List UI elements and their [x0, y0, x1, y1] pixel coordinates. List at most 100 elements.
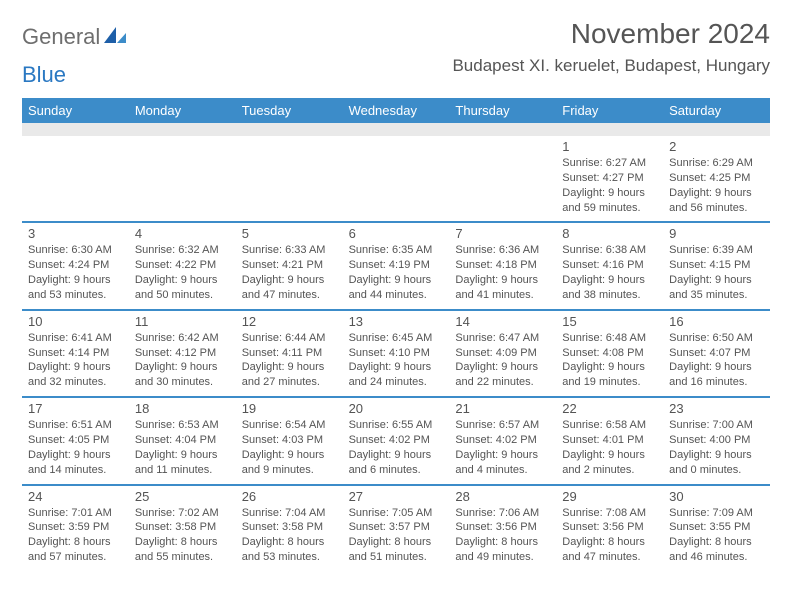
sunset-text: Sunset: 4:05 PM	[28, 433, 123, 448]
day-cell	[343, 136, 450, 221]
day-number: 22	[562, 401, 657, 416]
week-row: 24Sunrise: 7:01 AMSunset: 3:59 PMDayligh…	[22, 486, 770, 571]
daylight-text: Daylight: 9 hours and 22 minutes.	[455, 360, 550, 390]
day-cell: 28Sunrise: 7:06 AMSunset: 3:56 PMDayligh…	[449, 486, 556, 571]
sunset-text: Sunset: 3:59 PM	[28, 520, 123, 535]
day-cell: 5Sunrise: 6:33 AMSunset: 4:21 PMDaylight…	[236, 223, 343, 308]
daylight-text: Daylight: 9 hours and 41 minutes.	[455, 273, 550, 303]
day-number: 9	[669, 226, 764, 241]
sunrise-text: Sunrise: 7:09 AM	[669, 506, 764, 521]
daylight-text: Daylight: 9 hours and 11 minutes.	[135, 448, 230, 478]
sunrise-text: Sunrise: 6:58 AM	[562, 418, 657, 433]
daylight-text: Daylight: 9 hours and 38 minutes.	[562, 273, 657, 303]
day-cell: 6Sunrise: 6:35 AMSunset: 4:19 PMDaylight…	[343, 223, 450, 308]
sunrise-text: Sunrise: 6:36 AM	[455, 243, 550, 258]
daylight-text: Daylight: 8 hours and 53 minutes.	[242, 535, 337, 565]
daylight-text: Daylight: 9 hours and 35 minutes.	[669, 273, 764, 303]
day-cell: 10Sunrise: 6:41 AMSunset: 4:14 PMDayligh…	[22, 311, 129, 396]
day-cell: 8Sunrise: 6:38 AMSunset: 4:16 PMDaylight…	[556, 223, 663, 308]
daylight-text: Daylight: 8 hours and 55 minutes.	[135, 535, 230, 565]
sunrise-text: Sunrise: 6:39 AM	[669, 243, 764, 258]
sunrise-text: Sunrise: 6:51 AM	[28, 418, 123, 433]
sunrise-text: Sunrise: 6:44 AM	[242, 331, 337, 346]
sunrise-text: Sunrise: 7:02 AM	[135, 506, 230, 521]
day-number: 17	[28, 401, 123, 416]
day-number: 26	[242, 489, 337, 504]
daylight-text: Daylight: 9 hours and 9 minutes.	[242, 448, 337, 478]
day-number: 25	[135, 489, 230, 504]
day-number: 1	[562, 139, 657, 154]
week-row: 17Sunrise: 6:51 AMSunset: 4:05 PMDayligh…	[22, 398, 770, 483]
sunrise-text: Sunrise: 6:41 AM	[28, 331, 123, 346]
daylight-text: Daylight: 9 hours and 24 minutes.	[349, 360, 444, 390]
sunset-text: Sunset: 3:56 PM	[562, 520, 657, 535]
daylight-text: Daylight: 9 hours and 44 minutes.	[349, 273, 444, 303]
day-number: 23	[669, 401, 764, 416]
daylight-text: Daylight: 9 hours and 4 minutes.	[455, 448, 550, 478]
sunrise-text: Sunrise: 7:08 AM	[562, 506, 657, 521]
weekday-label: Thursday	[449, 98, 556, 123]
calendar: Sunday Monday Tuesday Wednesday Thursday…	[22, 98, 770, 571]
day-number: 5	[242, 226, 337, 241]
sunset-text: Sunset: 4:02 PM	[349, 433, 444, 448]
week-row: 1 Sunrise: 6:27 AMSunset: 4:27 PM Daylight…	[22, 136, 770, 221]
sunset-text: Sunset: 4:16 PM	[562, 258, 657, 273]
daylight-text: Daylight: 9 hours and 0 minutes.	[669, 448, 764, 478]
daylight-text: Daylight: 9 hours and 14 minutes.	[28, 448, 123, 478]
sunset-text: Sunset: 4:11 PM	[242, 346, 337, 361]
daylight-text: Daylight: 8 hours and 47 minutes.	[562, 535, 657, 565]
day-number: 15	[562, 314, 657, 329]
sunrise-text: Sunrise: 7:01 AM	[28, 506, 123, 521]
day-cell: 23Sunrise: 7:00 AMSunset: 4:00 PMDayligh…	[663, 398, 770, 483]
brand-part1: General	[22, 24, 100, 50]
sunrise-text: Sunrise: 6:45 AM	[349, 331, 444, 346]
daylight-text: Daylight: 9 hours and 30 minutes.	[135, 360, 230, 390]
day-number: 16	[669, 314, 764, 329]
weekday-label: Friday	[556, 98, 663, 123]
day-number: 6	[349, 226, 444, 241]
daylight-text: Daylight: 8 hours and 46 minutes.	[669, 535, 764, 565]
sunrise-text: Sunrise: 6:33 AM	[242, 243, 337, 258]
sunrise-text: Sunrise: 6:38 AM	[562, 243, 657, 258]
day-cell: 9 Sunrise: 6:39 AMSunset: 4:15 PMDaylight…	[663, 223, 770, 308]
sunrise-text: Sunrise: 6:30 AM	[28, 243, 123, 258]
sunset-text: Sunset: 4:12 PM	[135, 346, 230, 361]
weekday-label: Monday	[129, 98, 236, 123]
day-cell	[449, 136, 556, 221]
day-number: 21	[455, 401, 550, 416]
weeks-container: 1 Sunrise: 6:27 AMSunset: 4:27 PM Daylight…	[22, 136, 770, 571]
day-cell: 12Sunrise: 6:44 AMSunset: 4:11 PMDayligh…	[236, 311, 343, 396]
day-cell: 17 Sunrise: 6:51 AMSunset: 4:05 PMDayligh…	[22, 398, 129, 483]
day-cell: 30Sunrise: 7:09 AMSunset: 3:55 PMDayligh…	[663, 486, 770, 571]
sunset-text: Sunset: 4:02 PM	[455, 433, 550, 448]
sunrise-text: Sunrise: 6:50 AM	[669, 331, 764, 346]
sunset-text: Sunset: 4:03 PM	[242, 433, 337, 448]
weekday-label: Saturday	[663, 98, 770, 123]
day-number: 19	[242, 401, 337, 416]
day-cell: 11Sunrise: 6:42 AMSunset: 4:12 PMDayligh…	[129, 311, 236, 396]
daylight-text: Daylight: 8 hours and 57 minutes.	[28, 535, 123, 565]
day-cell: 1Sunrise: 6:27 AMSunset: 4:27 PMDaylight…	[556, 136, 663, 221]
day-cell: 22Sunrise: 6:58 AMSunset: 4:01 PMDayligh…	[556, 398, 663, 483]
day-cell: 16Sunrise: 6:50 AMSunset: 4:07 PMDayligh…	[663, 311, 770, 396]
daylight-text: Daylight: 9 hours and 32 minutes.	[28, 360, 123, 390]
day-number: 12	[242, 314, 337, 329]
sunset-text: Sunset: 4:27 PM	[562, 171, 657, 186]
sail-icon	[102, 25, 128, 50]
day-cell: 25 Sunrise: 7:02 AMSunset: 3:58 PMDayligh…	[129, 486, 236, 571]
sunset-text: Sunset: 3:58 PM	[135, 520, 230, 535]
day-number: 3	[28, 226, 123, 241]
daylight-text: Daylight: 9 hours and 56 minutes.	[669, 186, 764, 216]
sunrise-text: Sunrise: 6:35 AM	[349, 243, 444, 258]
day-cell: 3Sunrise: 6:30 AMSunset: 4:24 PMDaylight…	[22, 223, 129, 308]
sunset-text: Sunset: 4:15 PM	[669, 258, 764, 273]
day-cell: 27Sunrise: 7:05 AMSunset: 3:57 PMDayligh…	[343, 486, 450, 571]
sunset-text: Sunset: 3:58 PM	[242, 520, 337, 535]
day-cell: 24Sunrise: 7:01 AMSunset: 3:59 PMDayligh…	[22, 486, 129, 571]
daylight-text: Daylight: 9 hours and 50 minutes.	[135, 273, 230, 303]
sunset-text: Sunset: 3:56 PM	[455, 520, 550, 535]
day-cell: 29Sunrise: 7:08 AMSunset: 3:56 PMDayligh…	[556, 486, 663, 571]
sunrise-text: Sunrise: 6:29 AM	[669, 156, 764, 171]
daylight-text: Daylight: 8 hours and 49 minutes.	[455, 535, 550, 565]
sunrise-text: Sunrise: 6:27 AM	[562, 156, 657, 171]
